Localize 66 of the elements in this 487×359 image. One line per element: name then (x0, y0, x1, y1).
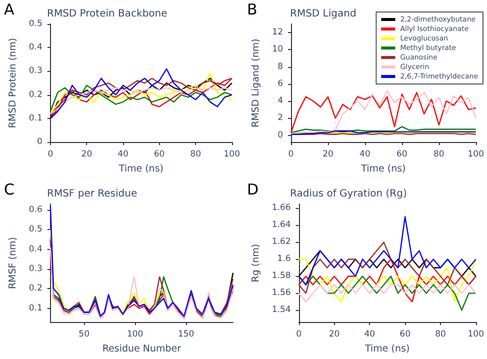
x-tick-label: 20 (328, 330, 340, 340)
chart-title: Radius of Gyration (Rg) (290, 188, 407, 200)
y-tick-label: 1.62 (272, 237, 291, 248)
y-tick-label: 1.6 (277, 254, 291, 264)
x-tick-label: 100 (224, 150, 240, 160)
y-tick-label: 0.5 (28, 224, 42, 235)
y-axis-title: RMSD Protein (nm) (8, 38, 18, 128)
x-tick-label: 20 (322, 150, 334, 160)
text: C (4, 180, 14, 198)
chart-title: RMSD Ligand (290, 8, 356, 20)
y-tick-label: 10 (272, 44, 283, 55)
y-tick-label: 0.3 (28, 66, 42, 76)
y-tick-label: 0.4 (28, 244, 42, 254)
y-tick-label: 0.1 (28, 113, 42, 124)
x-axis-title: Residue Number (102, 344, 182, 354)
x-tick-label: 40 (118, 150, 128, 160)
line-series (298, 258, 476, 302)
x-tick-label: 80 (435, 330, 446, 340)
y-tick-label: 1.64 (272, 220, 291, 230)
chart-title: RMSD Protein Backbone (47, 8, 168, 20)
y-tick-label: 8 (278, 62, 283, 72)
y-tick-label: 0.5 (28, 19, 42, 29)
x-tick-label: 60 (396, 150, 408, 160)
y-axis-title: Rg (nm) (250, 244, 262, 282)
text: A (4, 0, 15, 18)
x-tick-label: 60 (400, 330, 410, 340)
y-tick-label: 1.66 (272, 203, 291, 214)
y-tick-label: 0.6 (28, 204, 42, 215)
x-tick-label: 100 (468, 330, 484, 340)
y-tick-label: 0.2 (28, 284, 42, 294)
line-series (298, 242, 476, 294)
x-tick-label: 50 (78, 330, 90, 340)
y-tick-label: 4 (278, 96, 283, 106)
y-tick-label: 6 (278, 78, 283, 89)
x-tick-label: 0 (48, 150, 54, 160)
x-tick-label: 100 (126, 330, 144, 340)
line-series (298, 216, 476, 286)
y-axis-title: RMSF (nm) (8, 237, 18, 290)
y-tick-label: 1.56 (272, 288, 291, 298)
x-tick-label: 80 (190, 150, 202, 160)
x-axis-title: Time (ns) (118, 164, 164, 174)
y-tick-label: 0.2 (28, 90, 42, 100)
x-axis-title: Time (ns) (360, 164, 406, 174)
text: B (247, 0, 258, 18)
y-tick-label: 1.54 (272, 305, 291, 316)
x-tick-label: 40 (360, 150, 370, 160)
y-tick-label: 0.4 (28, 42, 42, 53)
x-tick-label: 100 (468, 150, 484, 160)
x-tick-label: 20 (81, 150, 92, 160)
y-tick-label: 0 (278, 130, 283, 140)
x-tick-label: 60 (154, 150, 165, 160)
y-tick-label: 0.1 (28, 303, 42, 314)
chart-title: RMSF per Residue (47, 188, 138, 200)
y-tick-label: 12 (272, 28, 283, 38)
x-tick-label: 150 (178, 330, 194, 340)
y-tick-label: 0 (36, 137, 42, 148)
y-axis-title: RMSD Ligand (nm) (250, 38, 262, 128)
y-tick-label: 1.58 (272, 271, 291, 282)
x-tick-label: 80 (433, 150, 444, 160)
y-tick-label: 0.3 (28, 264, 42, 274)
x-tick-label: 0 (296, 330, 302, 340)
x-tick-label: 40 (364, 330, 376, 340)
line-series (50, 205, 234, 317)
text: D (247, 180, 259, 198)
x-axis-title: Time (ns) (364, 344, 410, 354)
y-tick-label: 2 (278, 113, 283, 124)
